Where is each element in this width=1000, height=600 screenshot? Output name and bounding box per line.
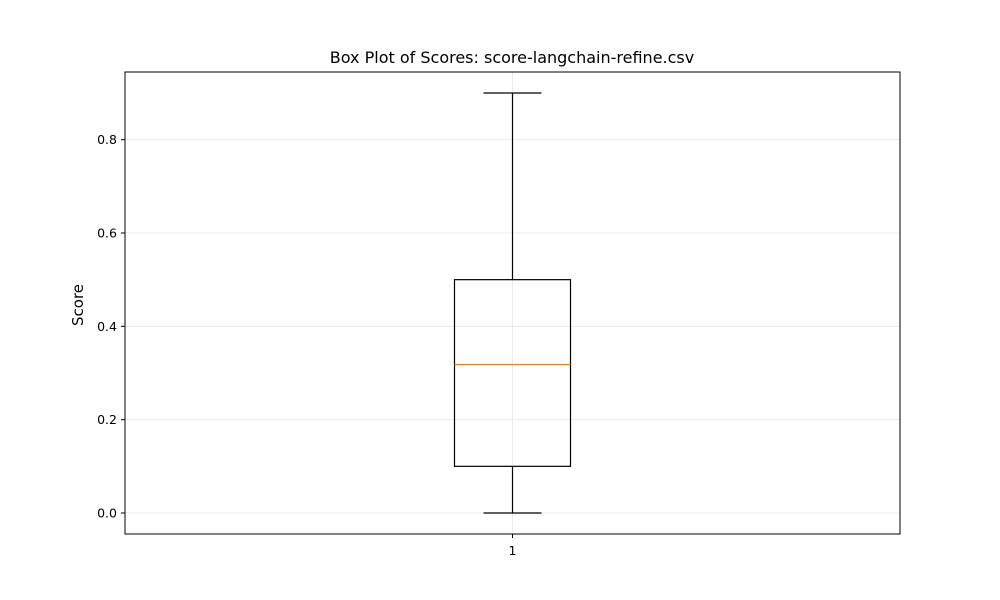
plot-area [453, 92, 572, 514]
plot-frame [124, 71, 901, 535]
y-tick-label: 0.0 [97, 506, 117, 521]
y-axis-label: Score [69, 284, 87, 326]
y-tick-label: 0.8 [97, 132, 117, 147]
chart-title: Box Plot of Scores: score-langchain-refi… [330, 48, 694, 67]
y-tick-label: 0.6 [97, 226, 117, 241]
axes: 0.0 0.2 0.4 0.6 0.8 1 [97, 132, 516, 558]
y-tick-label: 0.2 [97, 412, 117, 427]
iqr-box [453, 279, 572, 467]
y-tick-label: 0.4 [97, 319, 117, 334]
x-tick-label: 1 [509, 543, 517, 558]
